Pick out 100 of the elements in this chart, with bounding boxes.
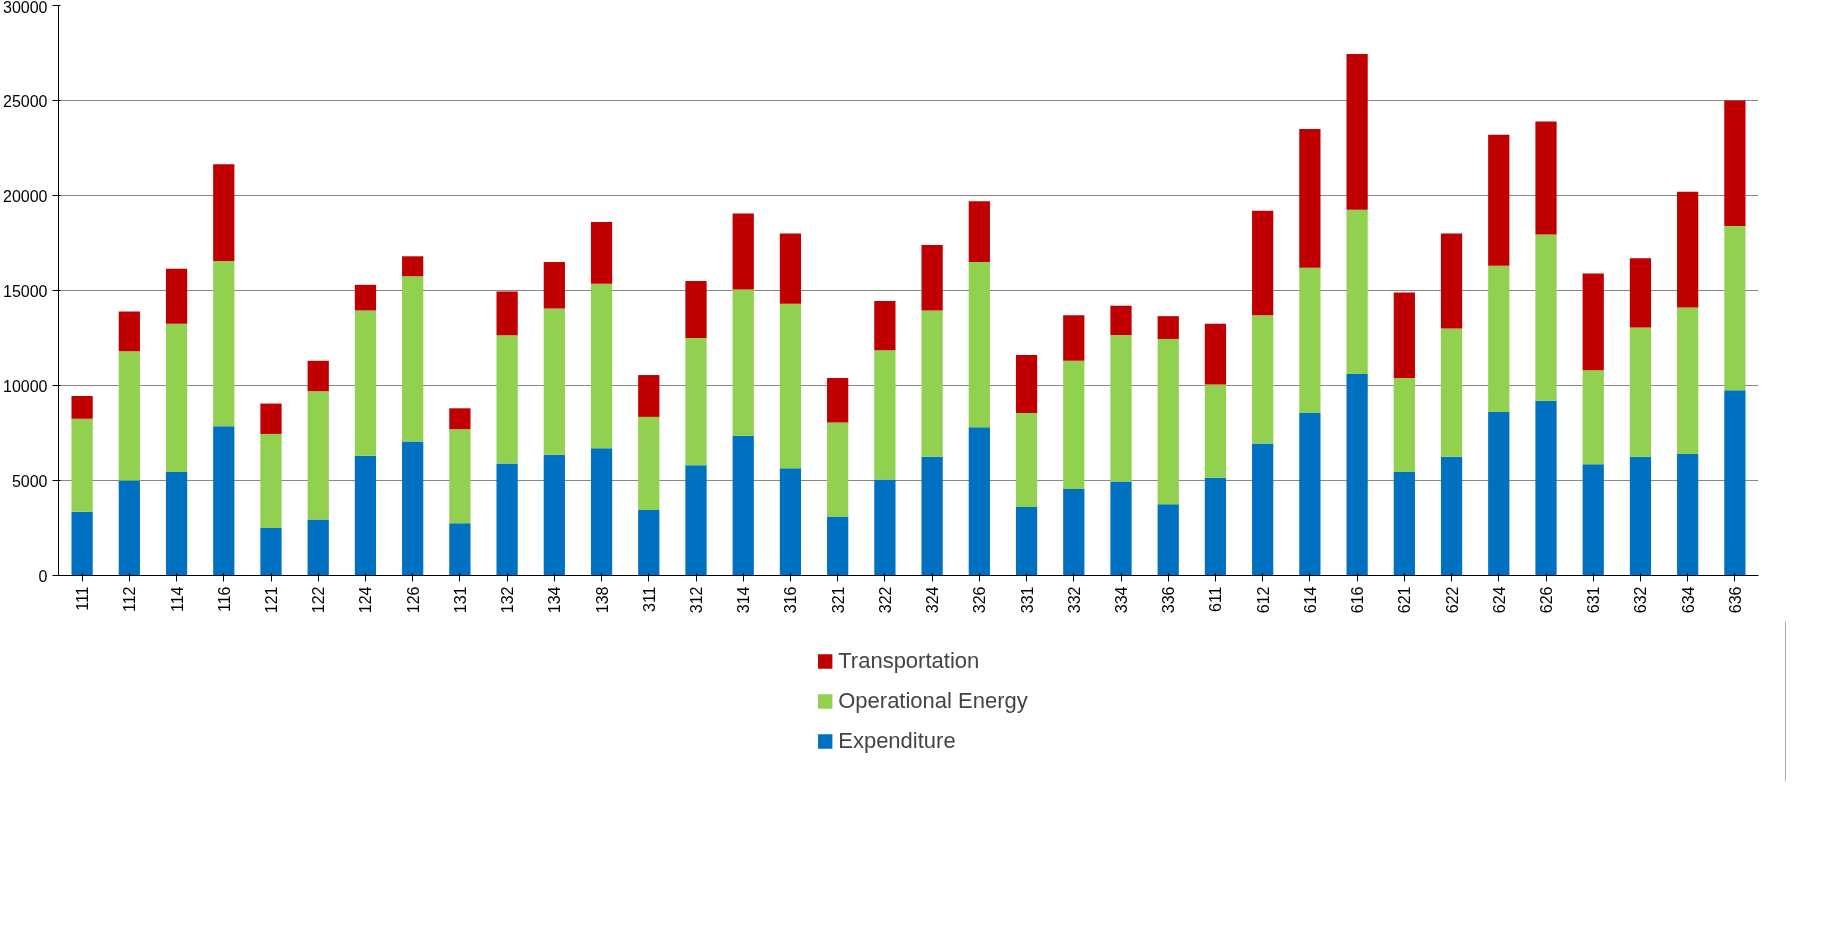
bar bbox=[1204, 323, 1227, 385]
bar bbox=[921, 244, 943, 311]
x-tick-label: 116 bbox=[215, 586, 233, 613]
bar bbox=[402, 276, 424, 442]
bar bbox=[165, 323, 188, 472]
x-tick-label: 624 bbox=[1490, 586, 1508, 614]
bar bbox=[402, 441, 424, 576]
x-tick-label: 336 bbox=[1160, 586, 1178, 614]
x-tick-label: 138 bbox=[593, 586, 611, 614]
bar bbox=[1677, 453, 1699, 576]
bar bbox=[1252, 315, 1274, 444]
x-tick-label: 324 bbox=[924, 586, 942, 614]
bar bbox=[1582, 370, 1604, 465]
y-tick-label: 15000 bbox=[3, 282, 48, 300]
bar bbox=[1110, 305, 1132, 336]
bar bbox=[1157, 338, 1179, 505]
bar bbox=[1015, 507, 1038, 576]
bar bbox=[1015, 355, 1038, 414]
bar bbox=[1204, 384, 1227, 478]
bar bbox=[1063, 489, 1085, 576]
bar bbox=[118, 480, 140, 576]
bar bbox=[449, 429, 471, 524]
bar bbox=[685, 465, 707, 576]
legend-label: Expenditure bbox=[838, 728, 956, 754]
bar bbox=[1535, 400, 1557, 576]
x-tick-label: 622 bbox=[1443, 586, 1461, 614]
bar bbox=[1677, 307, 1699, 454]
bar bbox=[1582, 273, 1604, 371]
x-tick-label: 112 bbox=[121, 586, 139, 613]
bar bbox=[827, 377, 849, 423]
x-tick-label: 316 bbox=[782, 586, 800, 614]
bar bbox=[354, 310, 377, 456]
y-tick-label: 20000 bbox=[3, 187, 48, 205]
x-tick-label: 321 bbox=[829, 586, 847, 614]
bar bbox=[827, 516, 849, 576]
bar bbox=[1582, 464, 1604, 576]
x-tick-label: 612 bbox=[1254, 586, 1272, 614]
bar bbox=[1252, 210, 1274, 316]
bar bbox=[354, 284, 377, 311]
bar bbox=[402, 256, 424, 277]
bar bbox=[449, 523, 471, 576]
x-tick-label: 132 bbox=[499, 586, 517, 614]
x-tick-label: 634 bbox=[1679, 586, 1697, 614]
bar bbox=[1488, 412, 1510, 576]
bar bbox=[1393, 471, 1415, 576]
bar bbox=[779, 233, 802, 304]
x-tick-label: 126 bbox=[404, 586, 422, 614]
bar bbox=[968, 427, 990, 576]
bar bbox=[732, 289, 754, 436]
bar bbox=[1724, 390, 1746, 576]
bar bbox=[1346, 53, 1368, 210]
x-tick-label: 111 bbox=[74, 586, 92, 611]
bar bbox=[921, 456, 943, 576]
x-tick-label: 134 bbox=[546, 586, 564, 614]
bar bbox=[1299, 129, 1321, 268]
bar bbox=[1204, 477, 1227, 576]
y-tick-label: 30000 bbox=[3, 0, 48, 16]
bar bbox=[118, 351, 140, 481]
bar bbox=[71, 395, 93, 419]
x-tick-label: 332 bbox=[1065, 586, 1083, 614]
bar bbox=[1488, 265, 1510, 413]
bar bbox=[307, 519, 329, 576]
x-tick-label: 621 bbox=[1396, 586, 1414, 614]
bar bbox=[1440, 328, 1463, 457]
y-tick-label: 10000 bbox=[3, 377, 48, 395]
bar bbox=[71, 511, 93, 576]
bar bbox=[1488, 134, 1510, 266]
y-tick-label: 5000 bbox=[11, 472, 48, 490]
bar bbox=[1063, 315, 1085, 361]
bar bbox=[1252, 443, 1274, 576]
x-tick-label: 114 bbox=[168, 586, 186, 613]
y-tick-label: 0 bbox=[38, 567, 48, 585]
bar bbox=[496, 291, 518, 336]
bar bbox=[213, 164, 235, 262]
bar bbox=[1157, 504, 1179, 576]
bar bbox=[968, 262, 990, 428]
bar bbox=[1157, 316, 1179, 339]
x-tick-label: 631 bbox=[1585, 586, 1603, 614]
bar bbox=[260, 433, 282, 528]
bar bbox=[1015, 413, 1038, 508]
x-tick-label: 636 bbox=[1726, 586, 1744, 614]
x-tick-label: 312 bbox=[688, 586, 705, 614]
x-tick-label: 122 bbox=[310, 586, 328, 614]
x-tick-label: 334 bbox=[1113, 586, 1130, 614]
x-tick-label: 614 bbox=[1301, 586, 1319, 614]
bar bbox=[213, 426, 235, 576]
bar bbox=[779, 303, 802, 469]
bar bbox=[543, 262, 565, 309]
y-tick-label: 25000 bbox=[3, 92, 48, 110]
bar bbox=[638, 509, 660, 576]
x-tick-label: 331 bbox=[1018, 586, 1036, 614]
bar bbox=[638, 375, 660, 417]
bar bbox=[213, 261, 235, 427]
bar bbox=[685, 281, 707, 338]
bar bbox=[874, 350, 896, 480]
bar bbox=[827, 422, 849, 517]
bar bbox=[1110, 481, 1132, 576]
bar bbox=[1629, 327, 1652, 457]
bar bbox=[590, 222, 613, 284]
bar bbox=[449, 408, 471, 430]
